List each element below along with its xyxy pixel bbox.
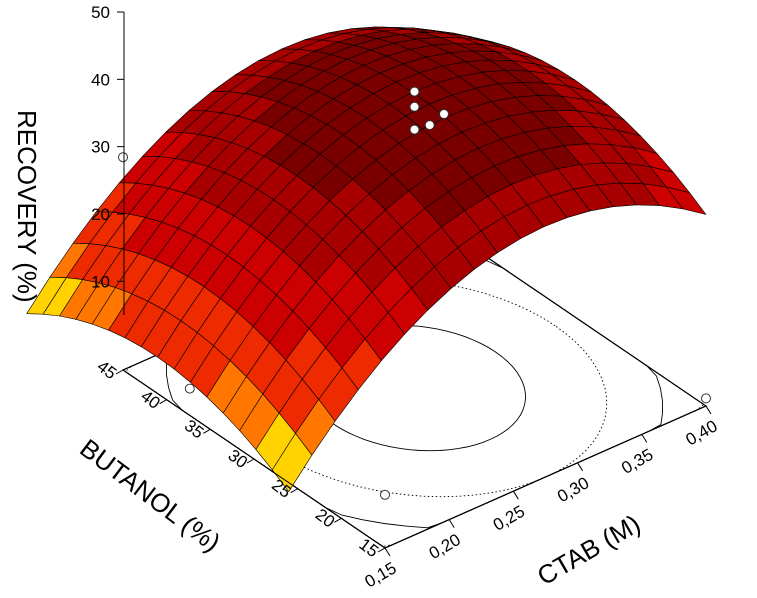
- y-tick-mark: [377, 547, 386, 553]
- z-axis-label: RECOVERY (%): [12, 110, 42, 303]
- experimental-point: [184, 383, 195, 394]
- z-tick-label: 40: [91, 70, 110, 89]
- experimental-point: [409, 101, 420, 112]
- response-surface: [26, 26, 707, 493]
- z-tick-label: 30: [91, 138, 110, 157]
- y-tick-mark: [203, 428, 211, 434]
- x-tick-mark: [705, 405, 712, 415]
- x-tick-mark: [641, 434, 648, 443]
- z-axis: 10 20 30 40 50: [91, 3, 125, 315]
- x-tick-label: 0,15: [362, 558, 400, 591]
- experimental-points: [118, 86, 711, 500]
- z-tick-label: 20: [91, 205, 110, 224]
- experimental-point: [701, 393, 711, 404]
- experimental-point: [380, 489, 390, 500]
- x-tick-mark: [577, 462, 584, 472]
- experimental-point: [409, 124, 420, 135]
- x-tick-label: 0,20: [426, 530, 464, 563]
- x-axis-line: [384, 405, 707, 549]
- experimental-point: [439, 109, 449, 119]
- surface-cell: [271, 433, 313, 493]
- z-tick-label: 50: [91, 3, 110, 22]
- x-tick-mark: [512, 490, 519, 500]
- z-tick-label: 10: [91, 272, 110, 291]
- x-tick-label: 0,35: [618, 445, 656, 478]
- y-tick-mark: [334, 517, 342, 523]
- y-tick-mark: [159, 399, 167, 405]
- experimental-point: [409, 86, 420, 97]
- surface-cell: [666, 186, 707, 215]
- x-axis-label: CTAB (M): [532, 508, 645, 591]
- x-tick-mark: [384, 547, 391, 557]
- x-tick-mark: [448, 519, 455, 528]
- x-tick-label: 0,40: [683, 416, 721, 449]
- y-tick-mark: [115, 369, 124, 375]
- x-tick-label: 0,30: [554, 473, 592, 506]
- experimental-point: [118, 152, 128, 163]
- y-tick-label: 45: [93, 357, 120, 384]
- y-axis-label: BUTANOL (%): [74, 433, 226, 558]
- x-tick-label: 0,25: [490, 502, 528, 535]
- experimental-point: [424, 120, 435, 131]
- y-tick-mark: [246, 458, 255, 464]
- y-tick-mark: [290, 488, 298, 494]
